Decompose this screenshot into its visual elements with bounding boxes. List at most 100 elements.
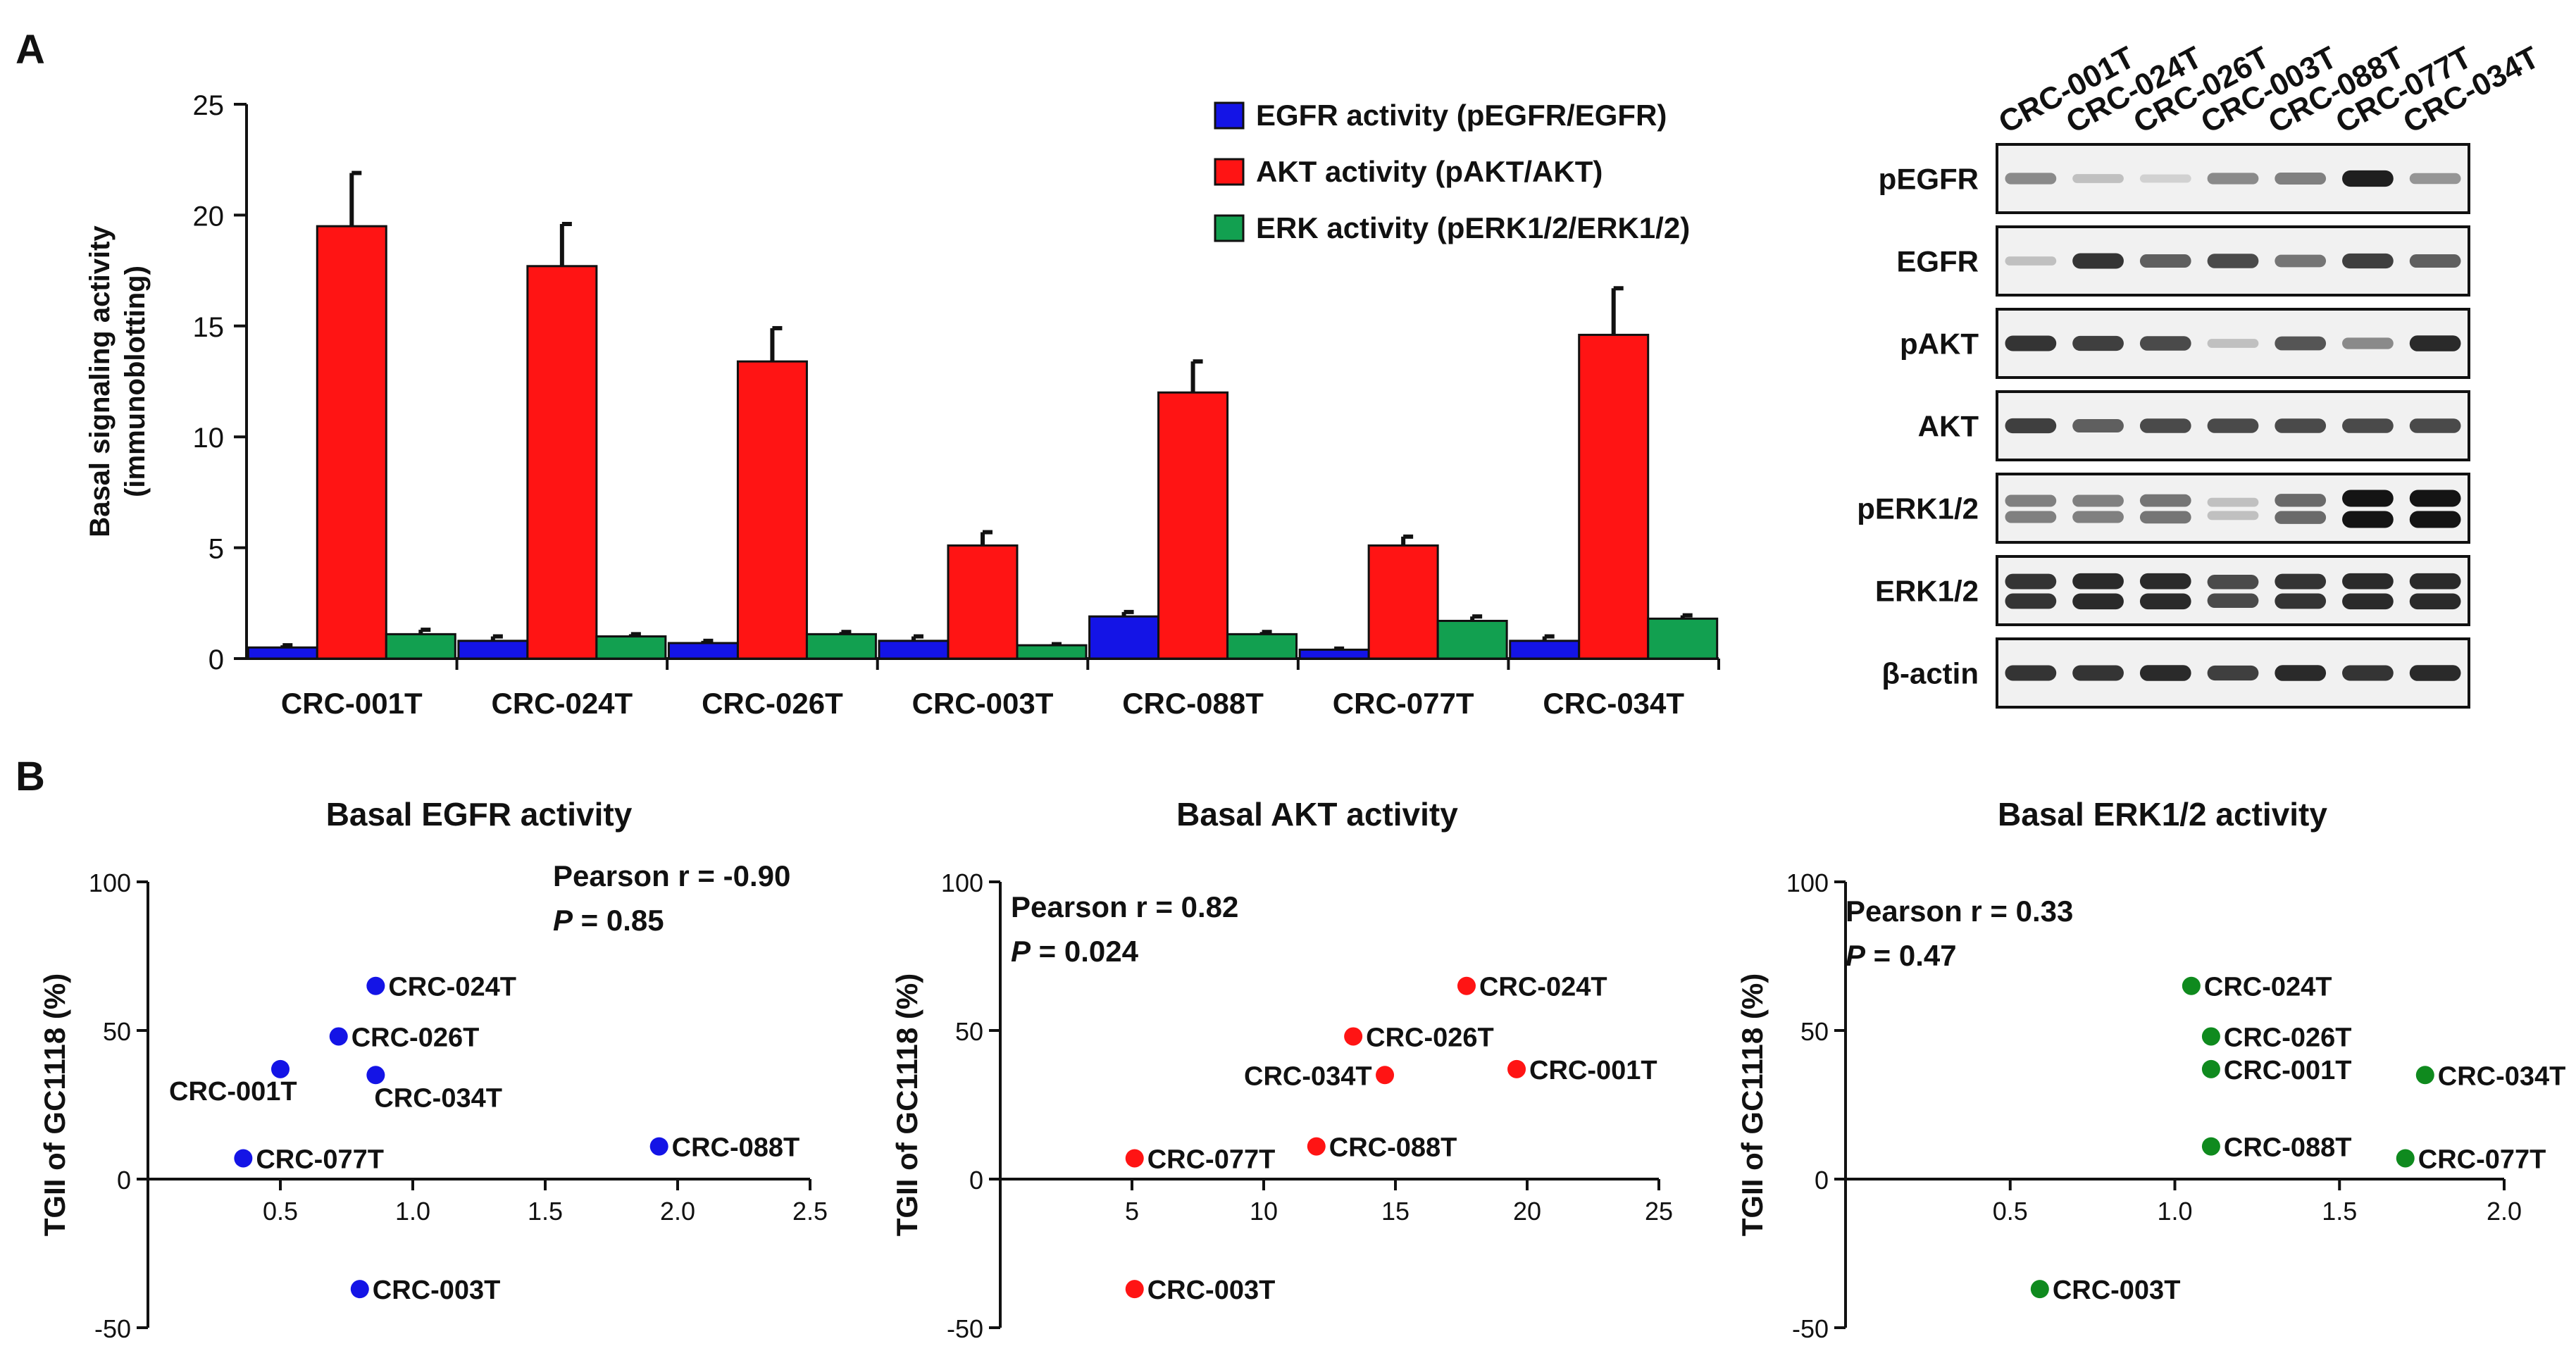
y-tick-label: 15 [193,312,225,343]
blot-band [2275,336,2327,351]
point-label: CRC-077T [256,1145,384,1174]
blot-band [2207,575,2259,590]
plot-title: Basal AKT activity [1176,796,1458,833]
blot-band [2207,254,2259,268]
bar [1647,617,1719,660]
blot-band [2342,253,2394,269]
blot-band [2275,418,2327,433]
point-label: CRC-088T [2224,1133,2352,1163]
pearson-r: Pearson r = 0.33 [1846,895,2073,928]
blot-band [2275,511,2327,524]
blot-band [2275,665,2327,681]
x-tick-label: 10 [1250,1197,1278,1226]
point-label: CRC-024T [2204,973,2332,1002]
blot-band [2409,173,2461,185]
point-label: CRC-001T [1529,1056,1657,1085]
point-label: CRC-003T [1147,1276,1276,1305]
bar [316,225,387,660]
point-label: CRC-024T [1479,973,1607,1002]
blot-band [2005,494,2057,507]
p-value: P = 0.85 [553,904,664,937]
blot-band [2275,494,2327,507]
blot-band [2342,665,2394,681]
bar [1509,640,1581,660]
point-label: CRC-034T [2438,1061,2566,1091]
scatter-akt: Basal AKT activity -50 0 50 100 5 10 15 20 25 TGII… [890,796,1673,1343]
legend-swatch [1214,101,1245,130]
blot-band [2207,511,2259,521]
blot-band [2342,170,2394,187]
p-value-text: = 0.024 [1031,935,1139,968]
blot-band [2139,418,2191,433]
p-value-text: = 0.47 [1865,939,1957,972]
blot-band [2342,593,2394,610]
y-tick-label: 100 [89,868,131,897]
data-point [271,1059,290,1078]
point-label: CRC-003T [2053,1276,2181,1305]
blot-band [2275,593,2327,609]
data-point [1507,1059,1526,1078]
legend-label: EGFR activity (pEGFR/EGFR) [1256,99,1667,132]
x-tick-label: CRC-026T [702,687,843,720]
blot-band [2005,573,2057,590]
p-value: P = 0.024 [1011,935,1139,968]
point-label: CRC-001T [2224,1056,2352,1085]
point-label: CRC-077T [2418,1145,2546,1174]
blot-band [2072,418,2124,433]
bar [1016,644,1088,660]
blot-band [2139,593,2191,610]
scatter-erk: Basal ERK1/2 activity -50 0 50 100 0.5 1.0 1.5 2… [1736,796,2565,1343]
data-point [2201,1027,2220,1046]
blot-band [2342,573,2394,590]
blot-band [2072,511,2124,523]
data-point [1376,1066,1395,1085]
western-blot: CRC-001TCRC-024TCRC-026TCRC-003TCRC-088T… [1857,40,2545,709]
bar [1088,615,1160,660]
blot-row-label: pERK1/2 [1857,492,1979,525]
blot-band [2207,497,2259,507]
blot-band [2139,254,2191,268]
x-tick-label: 2.0 [2487,1197,2522,1226]
p-symbol: P [1011,935,1031,968]
blot-band [2139,665,2191,681]
x-tick-label: 1.0 [2157,1197,2192,1226]
data-point [234,1149,253,1168]
point-label: CRC-001T [169,1077,297,1107]
x-tick-label: 1.5 [2322,1197,2357,1226]
y-tick-label: 10 [193,423,225,454]
bar [385,633,456,660]
p-symbol: P [553,904,573,937]
bar [1367,544,1439,660]
y-axis-label: Basal signaling activity (immunoblotting) [85,225,151,537]
bar [1578,333,1650,660]
blot-row-label: β-actin [1881,657,1979,690]
blot-band [2139,174,2191,183]
data-point [1125,1280,1144,1299]
blot-band [2139,573,2191,590]
point-label: CRC-088T [1329,1133,1457,1163]
p-value-text: = 0.85 [573,904,664,937]
bar [526,265,598,660]
x-tick-label: 2.0 [660,1197,695,1226]
blot-band [2409,573,2461,590]
data-point [2201,1059,2220,1078]
data-point [649,1137,668,1156]
blot-band [2275,173,2327,185]
y-tick-label: -50 [947,1314,983,1343]
x-tick-label: 5 [1125,1197,1139,1226]
scatter-egfr: Basal EGFR activity -50 0 50 100 0.5 1.0 1.5 2.0… [38,796,828,1343]
x-tick-label: 20 [1513,1197,1541,1226]
point-label: CRC-024T [388,973,516,1002]
legend-label: ERK activity (pERK1/2/ERK1/2) [1256,211,1690,244]
y-tick-label: 5 [209,534,224,565]
blot-band [2139,336,2191,351]
blot-band [2072,494,2124,507]
blot-band [2139,511,2191,524]
data-point [1457,976,1476,995]
blot-band [2072,573,2124,590]
bar [1436,619,1508,660]
y-axis-label-line2: (immunoblotting) [120,266,151,497]
bar [457,640,529,660]
point-label: CRC-088T [672,1133,800,1163]
